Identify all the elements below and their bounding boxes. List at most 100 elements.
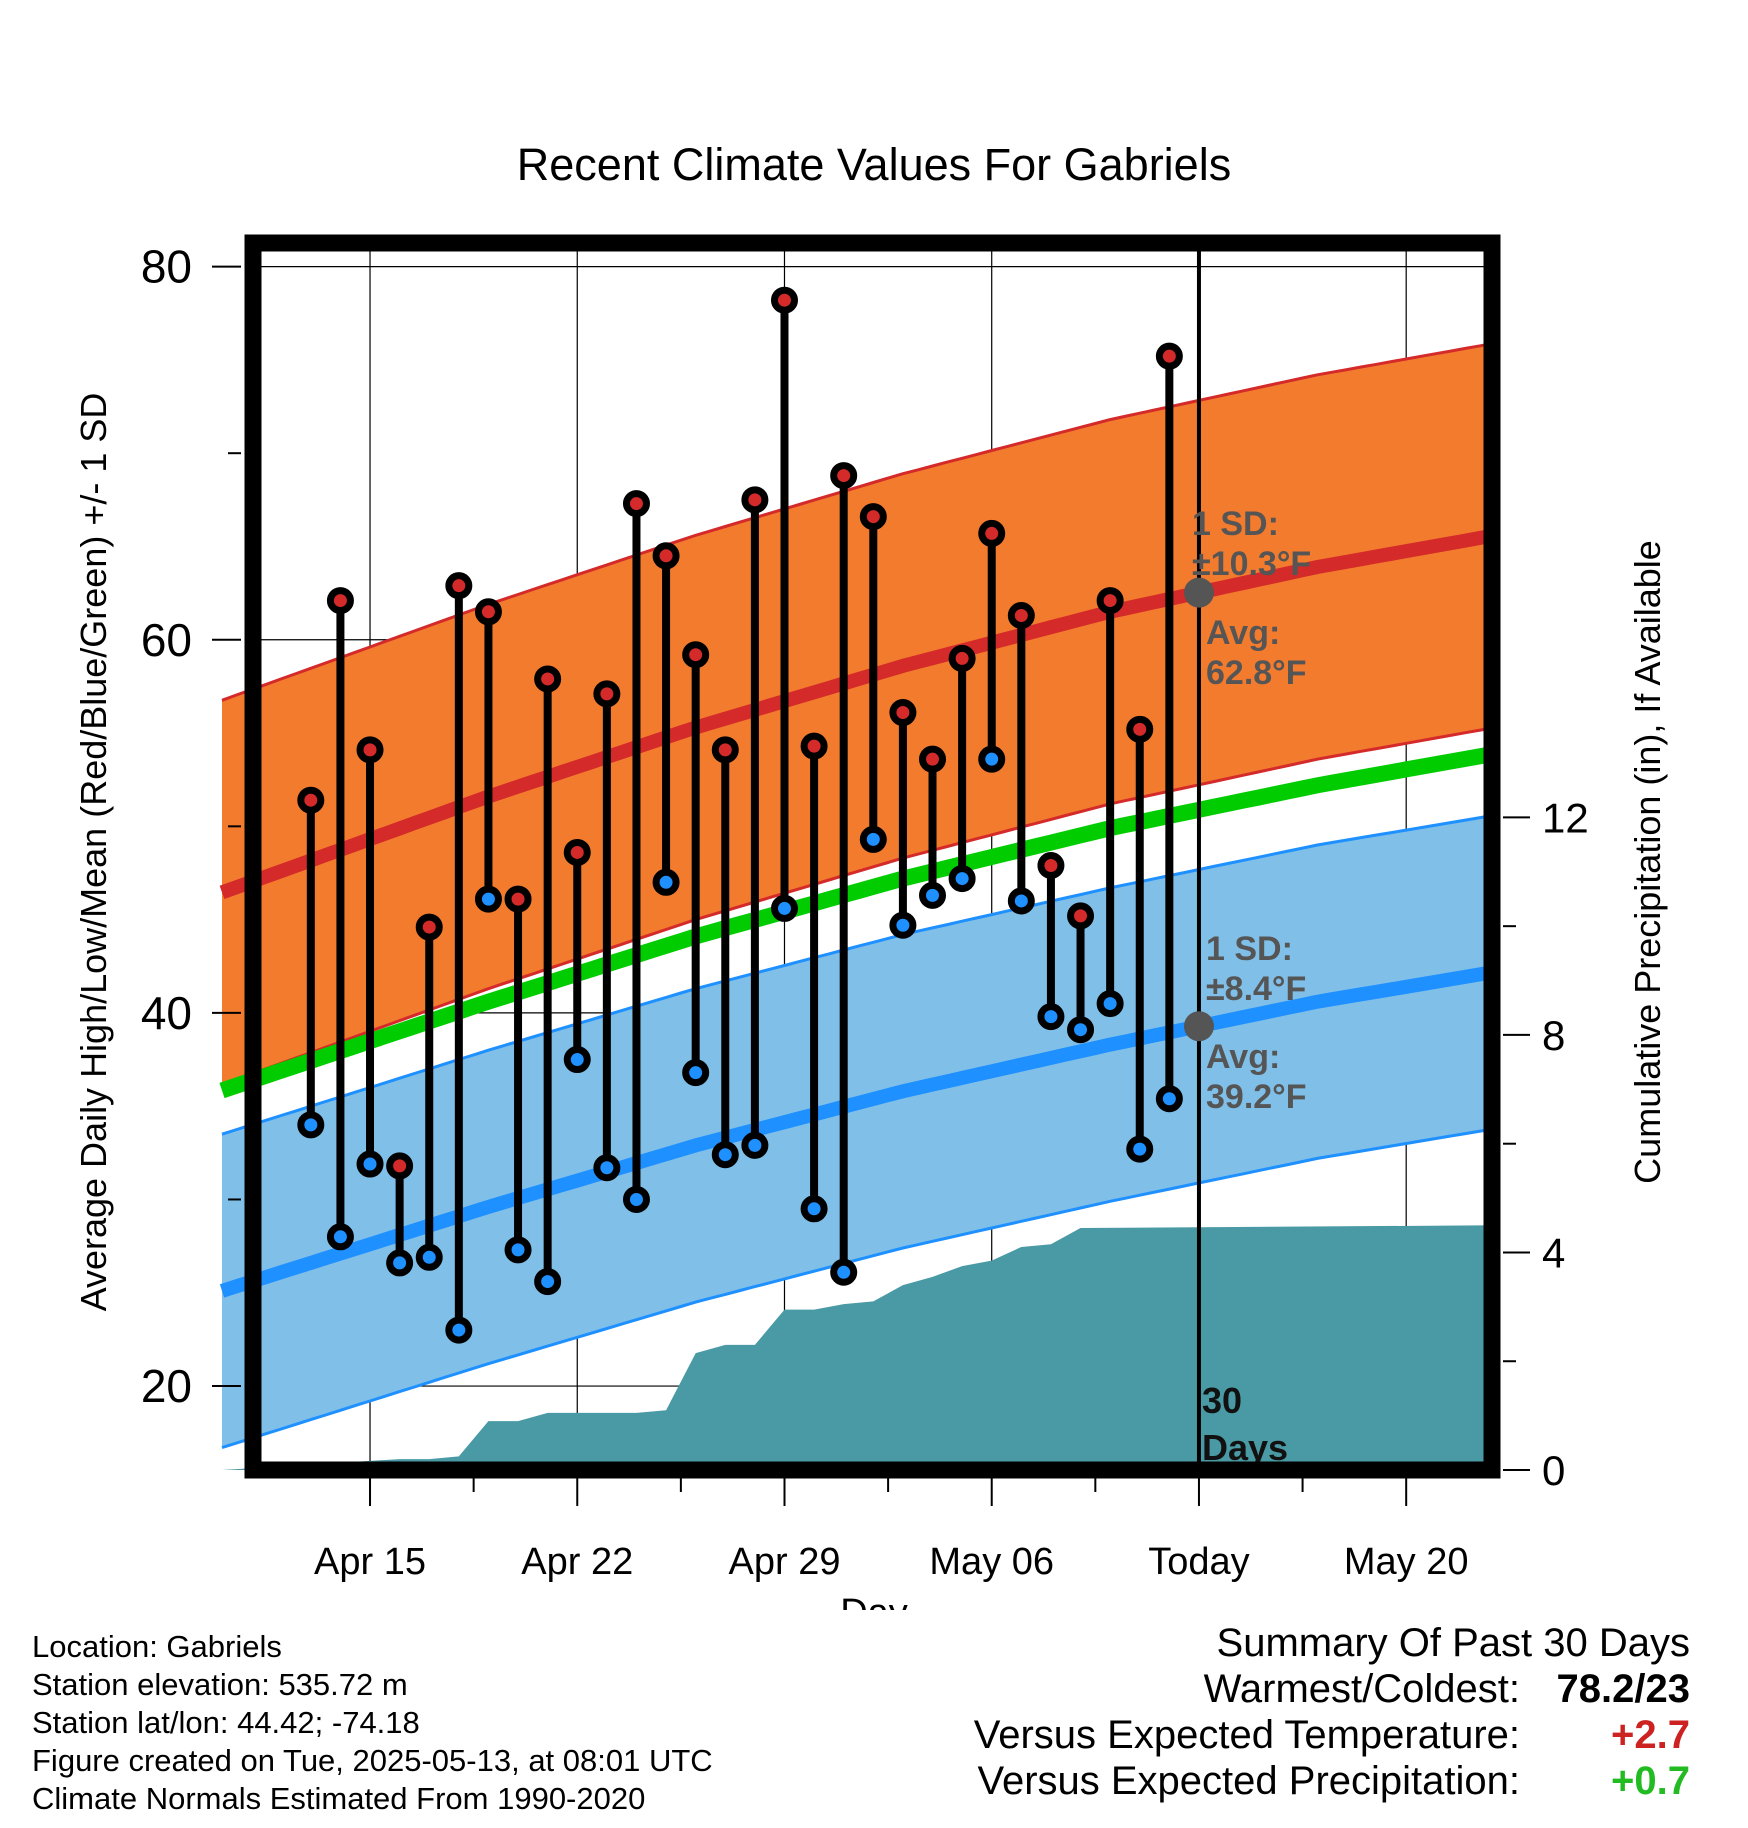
low-point (830, 1258, 858, 1286)
climate-chart: Recent Climate Values For Gabriels 1 SD:… (73, 139, 1668, 1610)
info-elevation: Station elevation: 535.72 m (32, 1667, 408, 1702)
high-point (504, 885, 532, 913)
mean-normal-line (219, 745, 1497, 1099)
high-point (948, 644, 976, 672)
high-point (741, 486, 769, 514)
high-point (297, 786, 325, 814)
y2-tick-label: 4 (1542, 1229, 1565, 1276)
high-sd-band (222, 343, 1495, 1085)
annotation-label: 1 SD: (1206, 930, 1293, 968)
high-point (978, 519, 1006, 547)
high-avg-marker (1183, 577, 1214, 608)
observations (297, 286, 1183, 1344)
summary-panel: Summary Of Past 30 Days Warmest/Coldest:… (974, 1620, 1690, 1804)
y-tick-label: 40 (141, 987, 192, 1039)
high-sd-upper-line (221, 341, 1496, 702)
high-point (593, 680, 621, 708)
low-point (415, 1243, 443, 1271)
low-sd-lower-line (221, 1127, 1496, 1450)
x-axis-label: Day (840, 1592, 908, 1610)
high-point (622, 490, 650, 518)
high-point (1126, 715, 1154, 743)
high-sd-lower-line (221, 726, 1496, 1087)
low-point (1155, 1085, 1183, 1113)
high-point (356, 736, 384, 764)
low-point (978, 745, 1006, 773)
high-point (1067, 902, 1095, 930)
high-point (711, 736, 739, 764)
high-point (1096, 587, 1124, 615)
low-point (445, 1316, 473, 1344)
plot-frame (244, 234, 1501, 1479)
today-label-unit: Days (1202, 1427, 1288, 1468)
low-point (770, 894, 798, 922)
annotation-label: Avg: (1206, 1038, 1280, 1076)
x-tick-label: Apr 22 (521, 1541, 633, 1583)
annotation-value: ±10.3°F (1192, 545, 1311, 583)
info-created: Figure created on Tue, 2025-05-13, at 08… (32, 1743, 713, 1778)
x-tick-label: Today (1148, 1541, 1249, 1583)
low-point (504, 1236, 532, 1264)
x-tick-label: Apr 29 (729, 1541, 841, 1583)
low-point (622, 1185, 650, 1213)
low-point (741, 1131, 769, 1159)
high-point (1007, 602, 1035, 630)
info-latlon: Station lat/lon: 44.42; -74.18 (32, 1705, 420, 1740)
warm-cold-value: 78.2/23 (1556, 1667, 1690, 1711)
low-point (297, 1111, 325, 1139)
x-tick-label: May 20 (1344, 1541, 1469, 1583)
low-point (474, 885, 502, 913)
today-label-count: 30 (1202, 1380, 1242, 1421)
y-tick-label: 20 (141, 1360, 192, 1412)
chart-title: Recent Climate Values For Gabriels (517, 139, 1231, 190)
station-info: Location: Gabriels Station elevation: 53… (32, 1628, 713, 1818)
y2-tick-label: 0 (1542, 1447, 1565, 1494)
low-point (800, 1195, 828, 1223)
y-axis-label: Average Daily High/Low/Mean (Red/Blue/Gr… (73, 393, 114, 1312)
high-point (770, 286, 798, 314)
temp-value: +2.7 (1611, 1713, 1690, 1757)
low-point (593, 1154, 621, 1182)
high-point (563, 838, 591, 866)
warm-cold-label: Warmest/Coldest: (1203, 1667, 1520, 1711)
y2-axis-label: Cumulative Precipitation (in), If Availa… (1627, 540, 1668, 1184)
summary-title: Summary Of Past 30 Days (1216, 1621, 1690, 1665)
y2-tick-label: 12 (1542, 794, 1589, 841)
high-point (800, 732, 828, 760)
low-point (889, 911, 917, 939)
low-point (563, 1046, 591, 1074)
high-point (445, 572, 473, 600)
temp-label: Versus Expected Temperature: (973, 1713, 1520, 1757)
high-point (830, 462, 858, 490)
low-point (1096, 990, 1124, 1018)
annotation-value: 62.8°F (1206, 654, 1307, 692)
annotation-label: Avg: (1206, 614, 1280, 652)
low-point (1037, 1003, 1065, 1031)
y-tick-label: 80 (141, 241, 192, 293)
summary-temp: Versus Expected Temperature: +2.7 (974, 1712, 1690, 1758)
low-avg-marker (1183, 1011, 1214, 1042)
low-point (682, 1059, 710, 1087)
precip-area-layer (222, 1225, 1495, 1470)
y2-tick-label: 8 (1542, 1012, 1565, 1059)
low-point (1126, 1135, 1154, 1163)
low-point (1007, 887, 1035, 915)
high-point (415, 913, 443, 941)
high-point (859, 503, 887, 531)
low-normal-line (219, 964, 1497, 1298)
low-point (386, 1249, 414, 1277)
low-point (652, 868, 680, 896)
low-point (356, 1150, 384, 1178)
low-point (948, 865, 976, 893)
precip-area (222, 1225, 1495, 1470)
high-point (919, 745, 947, 773)
annotation-value: 39.2°F (1206, 1078, 1307, 1116)
high-point (889, 699, 917, 727)
low-point (711, 1141, 739, 1169)
high-point (1037, 852, 1065, 880)
high-point (326, 587, 354, 615)
y-tick-label: 60 (141, 614, 192, 666)
info-normals: Climate Normals Estimated From 1990-2020 (32, 1781, 646, 1816)
